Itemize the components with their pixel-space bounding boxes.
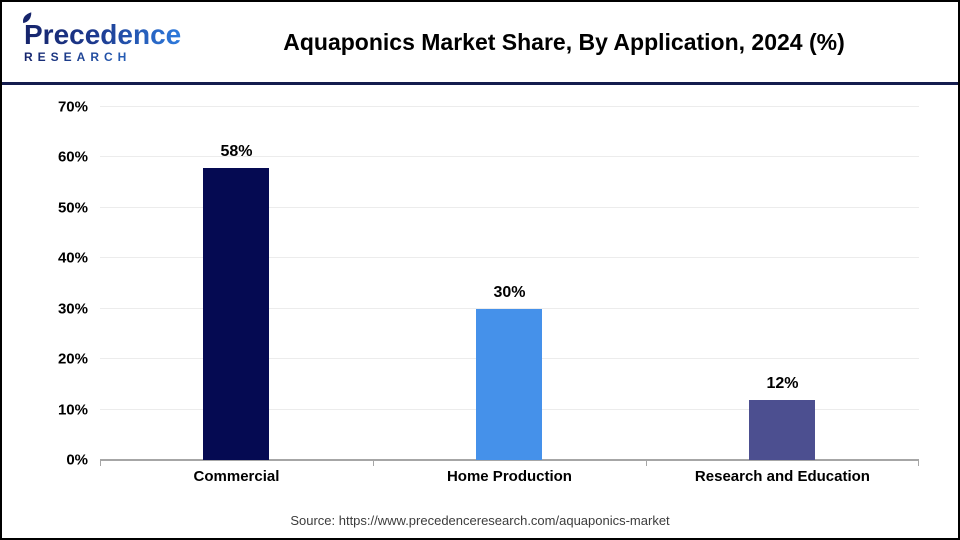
bar-value-label: 30% xyxy=(493,283,526,301)
gridline xyxy=(100,206,919,208)
bar xyxy=(476,308,543,460)
category-label: Commercial xyxy=(193,468,280,485)
gridline xyxy=(100,257,919,259)
plot-area: 58% 30% 12% xyxy=(100,106,919,466)
source-citation: Source: https://www.precedenceresearch.c… xyxy=(290,513,670,528)
gridline xyxy=(100,106,919,107)
x-axis-tick xyxy=(645,460,647,466)
logo-subtitle: RESEARCH xyxy=(24,51,184,63)
bar-group-commercial: 58% xyxy=(100,107,373,460)
y-axis-tick-label: 70% xyxy=(57,98,88,116)
gridline xyxy=(100,156,919,158)
leaf-icon xyxy=(23,12,32,24)
x-axis-tick xyxy=(372,460,374,466)
header: Precedence RESEARCH Aquaponics Market Sh… xyxy=(2,2,958,85)
page-title: Aquaponics Market Share, By Application,… xyxy=(283,28,845,55)
logo-wordmark: Precedence xyxy=(24,21,184,49)
y-axis-tick-label: 10% xyxy=(57,401,88,419)
y-axis-labels: 0% 10% 20% 30% 40% 50% 60% 70% xyxy=(2,100,88,468)
bar-value-label: 12% xyxy=(766,374,799,392)
y-axis-tick-label: 40% xyxy=(57,249,88,267)
x-axis-line xyxy=(100,459,919,461)
bar-group-research-education: 12% xyxy=(646,107,919,460)
y-axis-tick-label: 20% xyxy=(57,350,88,368)
y-axis-tick-label: 50% xyxy=(57,199,88,217)
y-axis-tick-label: 0% xyxy=(66,451,88,469)
x-axis-category-labels: Commercial Home Production Research and … xyxy=(100,468,919,485)
bar-value-label: 58% xyxy=(220,142,253,160)
bar xyxy=(203,167,270,460)
category-label: Home Production xyxy=(446,468,572,485)
y-axis-tick-label: 30% xyxy=(57,300,88,318)
bar-group-home-production: 30% xyxy=(373,107,646,460)
x-axis-tick xyxy=(918,460,919,466)
x-axis-tick xyxy=(100,460,101,466)
y-axis-tick-label: 60% xyxy=(57,148,88,166)
bar xyxy=(749,399,816,460)
gridline xyxy=(100,307,919,309)
category-label: Research and Education xyxy=(694,468,870,485)
precedence-research-logo: Precedence RESEARCH xyxy=(23,12,184,63)
